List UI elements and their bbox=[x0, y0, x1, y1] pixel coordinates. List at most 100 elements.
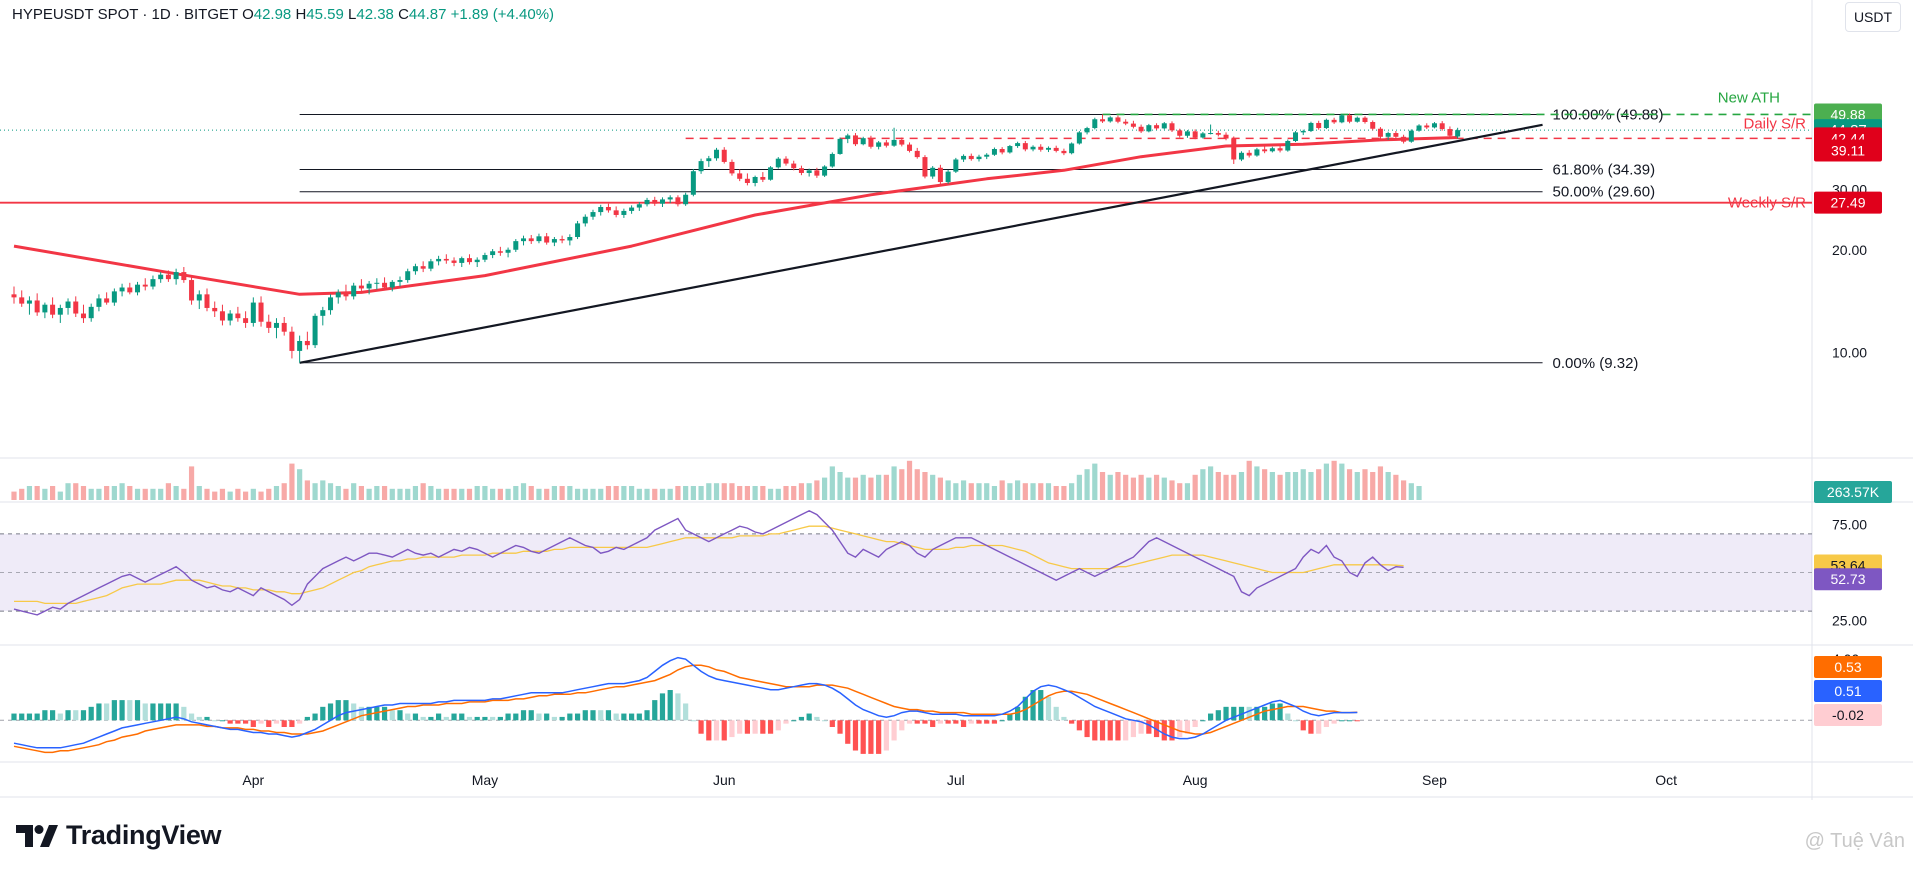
volume-bar bbox=[243, 491, 249, 500]
volume-bar bbox=[1254, 466, 1260, 500]
candle-body bbox=[389, 281, 395, 288]
candle-body bbox=[1169, 123, 1175, 131]
candle-body bbox=[768, 167, 774, 180]
macd-histogram-bar bbox=[165, 703, 171, 721]
volume-bar bbox=[289, 463, 295, 500]
candle-body bbox=[1123, 121, 1129, 124]
volume-bar bbox=[212, 491, 218, 500]
rsi-tick-label: 75.00 bbox=[1832, 516, 1867, 532]
macd-histogram-bar bbox=[80, 710, 87, 721]
candle-body bbox=[706, 158, 712, 162]
candle-body bbox=[243, 318, 249, 323]
candle-body bbox=[273, 322, 279, 328]
candle-body bbox=[466, 258, 472, 263]
volume-bar bbox=[134, 488, 141, 500]
candle-body bbox=[1238, 152, 1244, 160]
candle-body bbox=[1323, 119, 1329, 129]
macd-histogram-bar bbox=[953, 720, 959, 724]
macd-histogram-bar bbox=[999, 720, 1005, 722]
macd-histogram-bar bbox=[381, 706, 388, 721]
volume-bar bbox=[266, 488, 272, 500]
volume-bar bbox=[520, 483, 527, 500]
volume-bar bbox=[1238, 472, 1245, 500]
candle-body bbox=[1231, 138, 1237, 160]
currency-unit-button[interactable]: USDT bbox=[1845, 2, 1901, 32]
volume-bar bbox=[544, 488, 550, 500]
low-value: 42.38 bbox=[356, 6, 394, 23]
volume-bar bbox=[389, 488, 395, 500]
rsi-value-tag: 52.73 bbox=[1830, 571, 1865, 587]
rsi-value-tag-bg bbox=[1814, 568, 1882, 591]
candle-body bbox=[930, 167, 936, 177]
macd-histogram-bar bbox=[235, 720, 241, 724]
macd-histogram-bar bbox=[706, 720, 712, 741]
macd-histogram-bar bbox=[868, 720, 874, 754]
candle-body bbox=[258, 302, 264, 322]
candle-body bbox=[729, 161, 735, 174]
volume-bar bbox=[574, 488, 581, 500]
macd-histogram-bar bbox=[304, 716, 310, 721]
volume-bar bbox=[713, 483, 720, 500]
candle-body bbox=[397, 280, 403, 282]
candle-body bbox=[598, 206, 604, 213]
macd-histogram-bar bbox=[482, 716, 488, 721]
time-tick-label: Jun bbox=[713, 772, 736, 788]
macd-histogram-bar bbox=[1339, 720, 1345, 722]
macd-histogram-bar bbox=[1045, 696, 1052, 721]
macd-histogram-bar bbox=[459, 713, 465, 721]
volume-bar bbox=[436, 488, 442, 500]
candle-body bbox=[945, 171, 951, 183]
macd-histogram-bar bbox=[436, 713, 442, 721]
macd-histogram-bar bbox=[1076, 720, 1082, 731]
candle-body bbox=[644, 199, 650, 205]
candle-body bbox=[1331, 119, 1337, 123]
candle-body bbox=[189, 280, 195, 301]
volume-bar bbox=[181, 488, 187, 500]
volume-bar bbox=[1354, 472, 1360, 500]
macd-histogram-bar bbox=[1107, 720, 1113, 741]
candle-body bbox=[158, 274, 164, 280]
candle-body bbox=[907, 144, 913, 151]
time-tick-label: May bbox=[472, 772, 498, 788]
volume-bar bbox=[760, 486, 766, 500]
macd-histogram-bar bbox=[281, 720, 287, 727]
candle-body bbox=[351, 285, 357, 297]
weekly-sr-price-tag-bg bbox=[1814, 191, 1882, 214]
macd-histogram-bar bbox=[574, 713, 581, 721]
volume-bar bbox=[312, 483, 318, 500]
tradingview-logo[interactable]: TradingView bbox=[16, 820, 222, 851]
macd-histogram-bar bbox=[1184, 720, 1191, 734]
candle-body bbox=[613, 210, 619, 215]
macd-histogram-bar bbox=[1308, 720, 1314, 734]
candle-body bbox=[358, 285, 364, 289]
candle-body bbox=[721, 149, 727, 162]
macd-histogram-bar bbox=[73, 710, 79, 721]
volume-bar bbox=[11, 491, 17, 500]
macd-signal-value-tag: 0.53 bbox=[1834, 659, 1861, 675]
volume-bar bbox=[1015, 480, 1021, 500]
candle-body bbox=[281, 322, 287, 332]
macd-hist-value-tag-bg bbox=[1814, 704, 1882, 726]
candle-body bbox=[1447, 129, 1453, 136]
volume-bar bbox=[1377, 466, 1384, 500]
candle-body bbox=[1092, 119, 1098, 129]
volume-bar bbox=[752, 486, 758, 500]
volume-bar bbox=[466, 488, 473, 500]
volume-bar bbox=[806, 483, 812, 500]
volume-bar bbox=[845, 477, 851, 500]
macd-histogram-bar bbox=[976, 720, 982, 724]
macd-histogram-bar bbox=[142, 703, 148, 721]
volume-bar bbox=[412, 486, 419, 500]
volume-bar bbox=[906, 460, 913, 500]
macd-histogram-bar bbox=[629, 713, 635, 721]
candle-body bbox=[1293, 132, 1299, 141]
volume-bar bbox=[659, 488, 666, 500]
volume-bar bbox=[1184, 483, 1191, 500]
macd-histogram-bar bbox=[1161, 720, 1167, 741]
candle-body bbox=[1401, 136, 1407, 142]
candle-body bbox=[1069, 143, 1075, 154]
candle-body bbox=[181, 272, 187, 281]
candle-body bbox=[80, 313, 86, 319]
candle-body bbox=[1246, 152, 1252, 156]
